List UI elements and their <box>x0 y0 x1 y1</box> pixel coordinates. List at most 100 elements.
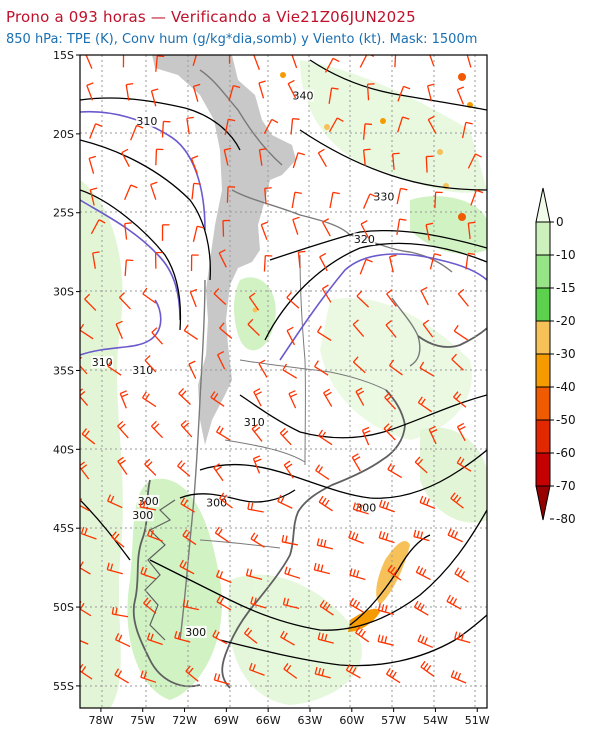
wind-barb <box>85 55 93 69</box>
wind-barb <box>174 631 191 643</box>
wind-barb <box>146 528 163 542</box>
wind-barb <box>188 360 197 379</box>
contour-black-10 <box>179 489 296 503</box>
wind-barb <box>451 353 464 371</box>
patch-brazil-4 <box>437 149 443 155</box>
wind-barb <box>318 495 333 512</box>
wind-barb <box>114 668 129 684</box>
wind-barb <box>360 220 370 239</box>
wind-barb <box>80 498 90 512</box>
wind-barb <box>417 396 432 413</box>
border-chile-argentina <box>179 279 206 641</box>
lat-tick-label: 50S <box>53 601 74 614</box>
wind-barb <box>427 115 437 134</box>
contour-310-south <box>80 299 162 356</box>
wind-barb <box>117 420 129 439</box>
wind-barb <box>219 492 233 509</box>
wind-barb <box>396 218 407 235</box>
patch-brazil-7 <box>280 72 286 78</box>
wind-barb <box>190 155 199 174</box>
wind-barb <box>182 529 197 546</box>
wind-barb <box>352 502 369 515</box>
wind-barb <box>453 324 468 341</box>
contour-black-12 <box>219 614 487 667</box>
colorbar-bottom-arrow <box>535 485 551 521</box>
wind-barb <box>453 391 467 408</box>
wind-barb <box>279 427 292 446</box>
wind-barb <box>292 216 300 235</box>
wind-barb <box>345 663 361 679</box>
wind-barb <box>260 221 269 240</box>
wind-barb <box>139 499 157 511</box>
border-province-2 <box>224 439 306 463</box>
wind-barb <box>420 660 435 677</box>
wind-barb <box>258 80 266 99</box>
wind-barb <box>377 634 394 646</box>
wind-barb <box>186 116 194 135</box>
wind-barb <box>111 531 125 548</box>
wind-barb <box>284 566 301 579</box>
wind-barb <box>355 387 365 406</box>
wind-barb <box>89 123 103 139</box>
coast-chile-islands <box>144 499 176 641</box>
wind-barb <box>387 564 402 581</box>
contour-label: 320 <box>354 233 375 246</box>
wind-barb <box>413 600 429 616</box>
contour-320 <box>279 253 487 361</box>
wind-barb <box>446 594 462 610</box>
wind-barb <box>366 83 375 101</box>
wind-barb <box>115 320 124 340</box>
wind-barb <box>317 325 332 341</box>
shading-patagonia-west <box>127 478 222 700</box>
wind-barb <box>318 429 333 446</box>
colorbar-label: -40 <box>556 380 576 394</box>
shading-cordoba <box>234 277 276 351</box>
lon-tick-label: 78W <box>88 714 113 727</box>
contour-black-14 <box>80 499 131 561</box>
lon-tick-label: 51W <box>465 714 490 727</box>
wind-barb <box>125 82 134 101</box>
wind-barb <box>286 291 300 309</box>
wind-barb <box>247 502 264 513</box>
contour-label: 330 <box>373 191 394 204</box>
wind-barb <box>192 225 205 242</box>
latitude-axis: 15S 20S 25S 30S 35S 40S 45S 50S 55S <box>53 49 80 693</box>
border-bolivia-paraguay <box>231 189 351 236</box>
wind-barb <box>117 456 128 475</box>
wind-barb <box>182 599 199 611</box>
wind-barb <box>150 420 164 439</box>
shading-atlantic-mid <box>420 427 487 523</box>
wind-barb <box>107 360 122 376</box>
wind-barb <box>264 187 272 205</box>
wind-barb <box>247 318 260 336</box>
wind-barb <box>124 259 134 276</box>
wind-barb <box>80 633 89 645</box>
wind-barb <box>216 425 231 441</box>
colorbar-label: 0 <box>556 215 564 229</box>
wind-barb <box>144 355 157 373</box>
wind-barb <box>426 83 435 102</box>
lon-tick-label: 54W <box>423 714 448 727</box>
wind-barb <box>80 664 93 680</box>
lon-tick-label: 72W <box>172 714 197 727</box>
wind-barb <box>140 670 157 683</box>
colorbar-swatch <box>535 221 551 256</box>
wind-barb <box>362 148 371 166</box>
wind-barb <box>119 390 129 409</box>
wind-barb <box>177 460 191 477</box>
lat-tick-label: 35S <box>53 364 74 377</box>
map-subtitle: 850 hPa: TPE (K), Conv hum (g/kg*dia,som… <box>6 32 478 47</box>
wind-barb <box>378 530 395 544</box>
contour-black-2 <box>80 139 211 281</box>
wind-barb <box>319 599 334 616</box>
wind-barb <box>322 218 331 237</box>
wind-barb <box>282 597 300 609</box>
contour-black-9 <box>239 394 487 439</box>
wind-barb <box>456 422 466 442</box>
colorbar-swatch <box>535 254 551 289</box>
wind-barb <box>251 424 263 442</box>
shading-brazil-north <box>300 60 487 193</box>
contour-label: 300 <box>138 495 159 508</box>
